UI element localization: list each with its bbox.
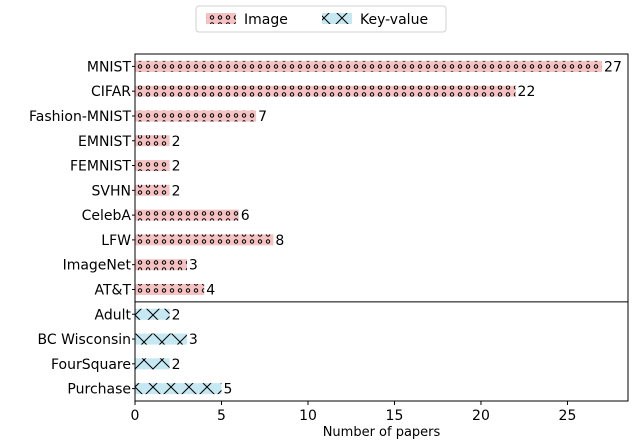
value-label-mnist: 27 — [604, 59, 622, 75]
category-label-fashion-mnist: Fashion-MNIST — [29, 109, 131, 125]
value-label-cifar: 22 — [518, 84, 536, 100]
x-axis-title: Number of papers — [323, 425, 441, 440]
value-label-bc-wisconsin: 3 — [189, 332, 198, 348]
bar-purchase — [135, 383, 222, 395]
value-label-celeba: 6 — [241, 208, 250, 224]
category-label-celeba: CelebA — [82, 208, 132, 224]
bar-foursquare — [135, 358, 170, 370]
x-tick-label: 15 — [386, 408, 404, 424]
legend-swatch-key-value — [322, 13, 352, 24]
category-label-at-t: AT&T — [94, 282, 131, 298]
plot-frame — [134, 53, 629, 402]
x-tick-label: 0 — [131, 408, 140, 424]
value-label-at-t: 4 — [206, 282, 215, 298]
bar-celeba — [135, 209, 239, 221]
bar-at-t — [135, 283, 205, 295]
x-tick-label: 10 — [299, 408, 317, 424]
bar-femnist — [135, 160, 170, 172]
category-label-bc-wisconsin: BC Wisconsin — [38, 332, 132, 348]
value-label-purchase: 5 — [223, 382, 232, 398]
x-tick-label: 5 — [217, 408, 226, 424]
category-label-imagenet: ImageNet — [63, 258, 132, 274]
value-label-imagenet: 3 — [189, 258, 198, 274]
category-label-purchase: Purchase — [67, 382, 131, 398]
value-label-foursquare: 2 — [172, 357, 181, 373]
bar-cifar — [135, 85, 516, 97]
x-tick-label: 20 — [472, 408, 490, 424]
value-label-svhn: 2 — [172, 183, 181, 199]
value-label-adult: 2 — [172, 307, 181, 323]
value-label-femnist: 2 — [172, 159, 181, 175]
value-label-fashion-mnist: 7 — [258, 109, 267, 125]
value-label-lfw: 8 — [275, 233, 284, 249]
category-label-svhn: SVHN — [92, 183, 131, 199]
legend-swatch-image — [206, 13, 236, 24]
value-label-emnist: 2 — [172, 134, 181, 150]
bar-mnist — [135, 60, 603, 72]
category-label-mnist: MNIST — [87, 59, 132, 75]
legend-frame — [195, 5, 447, 33]
legend-label-key-value: Key-value — [360, 12, 428, 28]
category-label-emnist: EMNIST — [78, 134, 131, 150]
bar-emnist — [135, 135, 170, 147]
legend: Image Key-value — [195, 5, 447, 33]
category-label-femnist: FEMNIST — [70, 159, 131, 175]
category-label-lfw: LFW — [101, 233, 131, 249]
bar-imagenet — [135, 259, 187, 271]
bar-bc-wisconsin — [135, 333, 187, 345]
category-label-cifar: CIFAR — [91, 84, 131, 100]
category-label-adult: Adult — [95, 307, 132, 323]
bar-fashion-mnist — [135, 110, 257, 122]
bar-adult — [135, 308, 170, 320]
x-tick-label: 25 — [559, 408, 577, 424]
legend-label-image: Image — [244, 12, 288, 28]
category-label-foursquare: FourSquare — [51, 357, 131, 373]
bar-svhn — [135, 184, 170, 196]
plot-area: 27MNIST22CIFAR7Fashion-MNIST2EMNIST2FEMN… — [29, 53, 629, 424]
bar-lfw — [135, 234, 274, 246]
